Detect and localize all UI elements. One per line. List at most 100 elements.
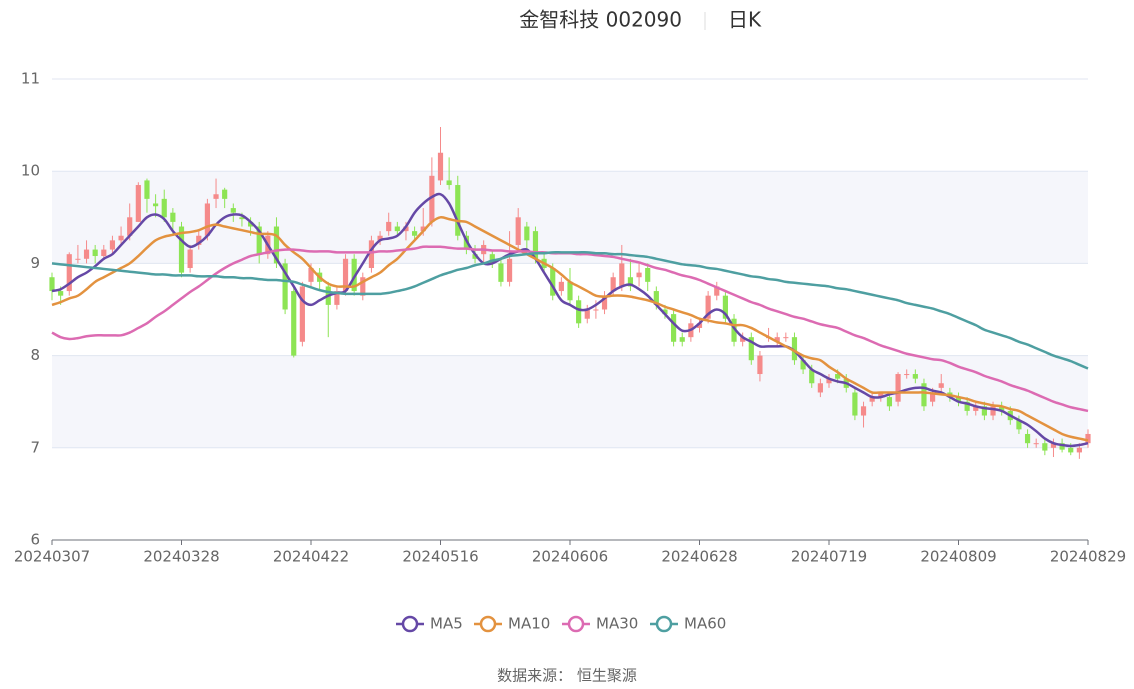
candle-body <box>835 374 841 379</box>
candle-body <box>791 337 798 361</box>
candle-body <box>230 208 236 213</box>
candle-body <box>558 281 564 292</box>
candle-body <box>722 295 728 319</box>
candle-body <box>904 374 910 376</box>
candle-body <box>256 226 262 255</box>
candle-body <box>601 295 608 310</box>
candle-body <box>429 175 435 222</box>
candle-body <box>247 221 254 227</box>
candle-body <box>1059 443 1065 450</box>
candle-body <box>593 309 599 311</box>
candle-body <box>740 337 746 342</box>
candle-body <box>489 254 495 264</box>
candle-body <box>532 231 539 259</box>
y-tick-label: 8 <box>30 346 40 364</box>
candle-body <box>774 337 780 342</box>
candle-body <box>809 369 815 384</box>
candle-body <box>101 249 107 257</box>
candle-body <box>852 392 858 416</box>
candle-body <box>386 221 392 232</box>
candle-body <box>170 212 176 222</box>
candle-body <box>895 374 901 402</box>
candle-body <box>1050 443 1057 448</box>
candle-body <box>446 180 452 186</box>
candle-body <box>455 185 461 236</box>
y-tick-label: 6 <box>30 531 40 549</box>
candle-body <box>567 281 573 301</box>
legend-marker <box>401 615 419 633</box>
chart-title: 金智科技 002090 <box>519 8 682 32</box>
candle-body <box>161 198 167 218</box>
candle-body <box>196 235 202 245</box>
candle-body <box>92 249 98 257</box>
candle-body <box>49 277 55 292</box>
candle-body <box>999 406 1005 411</box>
x-tick-label: 20240307 <box>14 548 90 566</box>
candle-body <box>308 268 314 282</box>
candle-body <box>671 314 677 342</box>
candle-body <box>291 291 297 356</box>
candle-body <box>938 383 944 388</box>
candle-body <box>955 397 962 402</box>
x-tick-label: 20240829 <box>1050 548 1126 566</box>
candle-body <box>662 309 668 315</box>
y-tick-label: 10 <box>21 162 40 180</box>
candle-body <box>135 185 141 222</box>
candle-body <box>58 291 64 296</box>
x-tick-label: 20240606 <box>532 548 608 566</box>
candle-body <box>360 277 366 296</box>
candle-body <box>645 268 651 282</box>
x-tick-label: 20240328 <box>143 548 219 566</box>
candle-body <box>127 217 133 236</box>
candle-body <box>83 249 90 259</box>
candle-body <box>506 258 513 282</box>
candle-body <box>817 383 823 393</box>
candle-body <box>653 291 659 305</box>
chart-subtitle: 日K <box>728 8 762 32</box>
legend-label: MA60 <box>684 615 726 633</box>
candle-body <box>783 337 789 339</box>
candle-body <box>524 226 530 241</box>
candle-body <box>619 263 625 287</box>
candle-body <box>981 406 987 416</box>
ma-line <box>51 192 1089 448</box>
legend-marker <box>479 615 497 633</box>
legend-label: MA30 <box>596 615 638 633</box>
candle-body <box>204 203 210 236</box>
ma-line <box>51 251 1089 370</box>
source-note: 数据来源： 恒生聚源 <box>497 667 637 685</box>
x-tick-label: 20240516 <box>402 548 478 566</box>
candle-body <box>420 226 426 232</box>
legend-label: MA5 <box>430 615 463 633</box>
candle-body <box>705 295 711 319</box>
x-tick-label: 20240628 <box>661 548 737 566</box>
candle-body <box>213 194 219 199</box>
candle-body <box>187 249 193 269</box>
candle-body <box>714 286 720 296</box>
candle-body <box>109 240 116 250</box>
candle-body <box>731 318 737 342</box>
y-tick-label: 11 <box>21 70 40 88</box>
candle-body <box>75 258 81 260</box>
candle-body <box>627 277 634 287</box>
legend-marker <box>655 615 673 633</box>
candle-body <box>334 291 340 305</box>
candle-body <box>679 337 685 342</box>
candle-body <box>1042 443 1048 451</box>
candle-body <box>403 226 409 232</box>
candle-body <box>222 189 228 199</box>
candle-body <box>153 203 159 207</box>
candle-body <box>342 258 349 292</box>
candle-body <box>282 263 288 310</box>
candle-body <box>178 226 185 273</box>
ma-line <box>51 215 1089 442</box>
y-tick-label: 7 <box>30 438 40 456</box>
candle-body <box>973 406 979 411</box>
candle-body <box>869 397 875 402</box>
candle-body <box>1076 447 1082 453</box>
candle-body <box>273 226 280 264</box>
candle-body <box>299 286 305 342</box>
candle-body <box>144 180 150 199</box>
candle-body <box>860 406 867 416</box>
